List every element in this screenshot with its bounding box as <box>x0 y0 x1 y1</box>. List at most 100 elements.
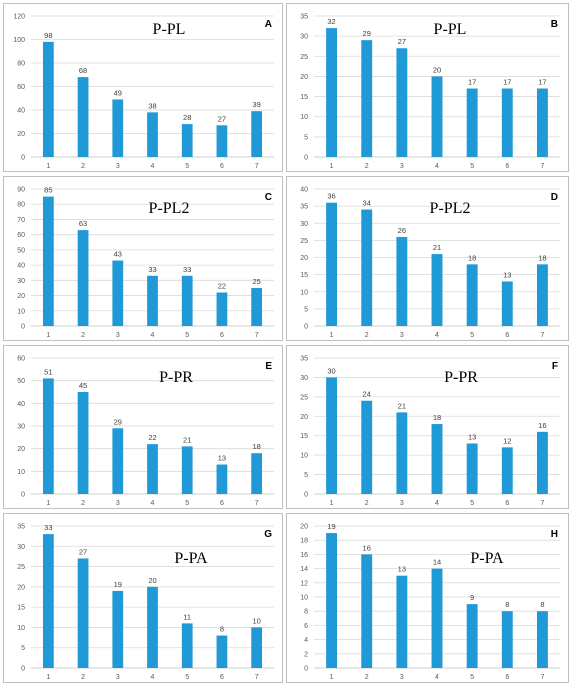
y-tick-label: 15 <box>300 94 308 101</box>
x-tick-label: 6 <box>220 674 224 681</box>
bar-3 <box>396 48 408 157</box>
chart-panel-c: 0 10 20 30 40 50 60 70 80 90 85 1 63 2 43 3 33 4 33 5 22 6 25 7… <box>3 176 283 341</box>
x-tick-label: 1 <box>46 500 50 507</box>
y-tick-label: 2 <box>304 651 308 658</box>
y-tick-label: 5 <box>304 306 308 313</box>
y-tick-label: 30 <box>300 375 308 382</box>
x-tick-label: 7 <box>255 332 259 339</box>
x-tick-label: 3 <box>116 500 120 507</box>
x-tick-label: 2 <box>365 674 369 681</box>
x-tick-label: 1 <box>330 674 334 681</box>
bar-chart: 0 10 20 30 40 50 60 51 1 45 2 29 3 22 4 21 5 13 6 18 7 P-PR E <box>17 356 274 507</box>
data-label: 9 <box>470 593 474 602</box>
bar-5 <box>466 88 478 157</box>
y-tick-label: 8 <box>304 609 308 616</box>
x-tick-label: 6 <box>505 500 509 507</box>
y-tick-label: 40 <box>17 108 25 115</box>
bar-1 <box>326 533 338 668</box>
bar-3 <box>112 428 124 494</box>
bar-3 <box>112 99 124 157</box>
x-tick-label: 6 <box>505 674 509 681</box>
bar-6 <box>501 447 513 494</box>
panel-letter: H <box>551 529 558 540</box>
data-label: 8 <box>540 600 544 609</box>
y-tick-label: 40 <box>300 187 308 194</box>
x-tick-label: 4 <box>151 332 155 339</box>
data-label: 21 <box>183 435 191 444</box>
y-tick-label: 25 <box>17 564 25 571</box>
y-tick-label: 5 <box>304 472 308 479</box>
x-tick-label: 3 <box>116 332 120 339</box>
x-tick-label: 6 <box>220 332 224 339</box>
data-label: 8 <box>505 600 509 609</box>
bar-2 <box>77 392 89 494</box>
y-tick-label: 10 <box>300 453 308 460</box>
panel-letter: A <box>265 19 272 30</box>
x-tick-label: 2 <box>365 163 369 170</box>
y-tick-label: 20 <box>300 255 308 262</box>
bar-chart: 0 20 40 60 80 100 120 98 1 68 2 49 3 38 4 28 5 27 6 39 7 P-PL… <box>13 14 274 170</box>
y-tick-label: 50 <box>17 378 25 385</box>
data-label: 13 <box>398 565 406 574</box>
data-label: 19 <box>327 522 335 531</box>
data-label: 11 <box>183 612 191 621</box>
y-tick-label: 20 <box>300 524 308 531</box>
data-label: 29 <box>363 29 371 38</box>
bar-5 <box>466 443 478 494</box>
y-tick-label: 16 <box>300 552 308 559</box>
bar-2 <box>361 554 373 668</box>
y-tick-label: 120 <box>13 14 25 21</box>
bar-7 <box>251 627 263 668</box>
data-label: 17 <box>468 78 476 87</box>
bar-chart: 0 5 10 15 20 25 30 35 40 36 1 34 2 26 3 21 4 18 5 13 6 18 7 P-P… <box>300 187 560 339</box>
panel-letter: C <box>265 192 272 203</box>
x-tick-label: 3 <box>400 674 404 681</box>
bar-4 <box>431 76 443 157</box>
bar-6 <box>216 464 228 494</box>
y-tick-label: 10 <box>300 289 308 296</box>
x-tick-label: 3 <box>400 163 404 170</box>
bar-5 <box>181 623 193 668</box>
bar-1 <box>42 196 54 326</box>
data-label: 39 <box>252 100 260 109</box>
data-label: 28 <box>183 113 191 122</box>
bar-7 <box>536 431 548 494</box>
data-label: 45 <box>79 381 87 390</box>
bar-4 <box>147 112 158 157</box>
y-tick-label: 30 <box>300 221 308 228</box>
data-label: 68 <box>79 66 87 75</box>
chart-panel-a: 0 20 40 60 80 100 120 98 1 68 2 49 3 38 4 28 5 27 6 39 7 P-PL… <box>3 3 283 172</box>
bar-5 <box>466 604 478 668</box>
data-label: 12 <box>503 436 511 445</box>
bar-4 <box>147 586 158 668</box>
bar-5 <box>181 446 193 494</box>
bar-3 <box>396 412 408 494</box>
y-tick-label: 35 <box>300 356 308 363</box>
x-tick-label: 5 <box>185 332 189 339</box>
y-tick-label: 20 <box>17 293 25 300</box>
x-tick-label: 4 <box>435 332 439 339</box>
y-tick-label: 0 <box>21 666 25 673</box>
y-tick-label: 5 <box>304 134 308 141</box>
y-tick-label: 50 <box>17 247 25 254</box>
data-label: 51 <box>44 367 52 376</box>
bar-7 <box>251 453 263 494</box>
data-label: 27 <box>398 37 406 46</box>
panel-letter: D <box>551 192 558 203</box>
bar-2 <box>77 230 89 326</box>
panel-letter: G <box>264 529 272 540</box>
x-tick-label: 7 <box>540 163 544 170</box>
bar-5 <box>181 124 193 157</box>
x-tick-label: 6 <box>220 500 224 507</box>
x-tick-label: 4 <box>435 163 439 170</box>
data-label: 8 <box>220 625 224 634</box>
data-label: 20 <box>148 576 156 585</box>
data-label: 17 <box>538 78 546 87</box>
x-tick-label: 7 <box>540 674 544 681</box>
chart-panel-g: 0 5 10 15 20 25 30 35 33 1 27 2 19 3 20 4 11 5 8 6 10 7 P-PA G <box>3 513 283 683</box>
x-tick-label: 2 <box>81 163 85 170</box>
y-tick-label: 35 <box>17 524 25 531</box>
chart-title: P-PA <box>470 550 504 567</box>
bar-1 <box>42 41 54 157</box>
